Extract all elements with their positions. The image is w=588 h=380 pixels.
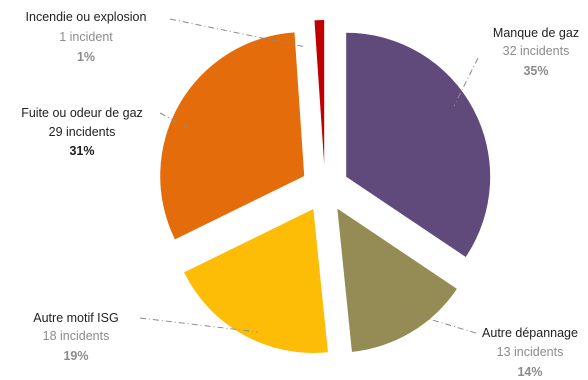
label-count: 13 incidents [497,345,564,359]
label-name: Autre motif ISG [33,311,118,325]
label-incendie: Incendie ou explosion 1 incident 1% [26,10,147,64]
label-pct: 1% [77,50,95,64]
label-name: Fuite ou odeur de gaz [21,106,143,120]
label-name: Autre dépannage [482,326,578,340]
label-autre-depannage: Autre dépannage 13 incidents 14% [482,326,578,379]
label-manque: Manque de gaz 32 incidents 35% [493,26,579,78]
label-pct: 31% [69,144,94,158]
label-pct: 35% [523,64,548,78]
label-count: 29 incidents [49,125,116,139]
label-name: Manque de gaz [493,26,579,40]
label-pct: 19% [63,349,88,363]
label-pct: 14% [517,365,542,379]
pie-slice-fuite-ou-odeur-de-gaz [160,32,304,239]
label-autre-motif: Autre motif ISG 18 incidents 19% [33,311,118,363]
pie-slice-autre-motif-isg [184,209,328,353]
leader-incendie [170,19,306,47]
label-fuite: Fuite ou odeur de gaz 29 incidents 31% [21,106,143,158]
label-count: 32 incidents [503,44,570,58]
pie-slice-incendie-ou-explosion [314,20,324,164]
label-count: 18 incidents [43,329,110,343]
label-name: Incendie ou explosion [26,10,147,24]
label-count: 1 incident [59,30,113,44]
pie-slices [160,20,490,353]
pie-slice-manque-de-gaz [346,33,490,257]
